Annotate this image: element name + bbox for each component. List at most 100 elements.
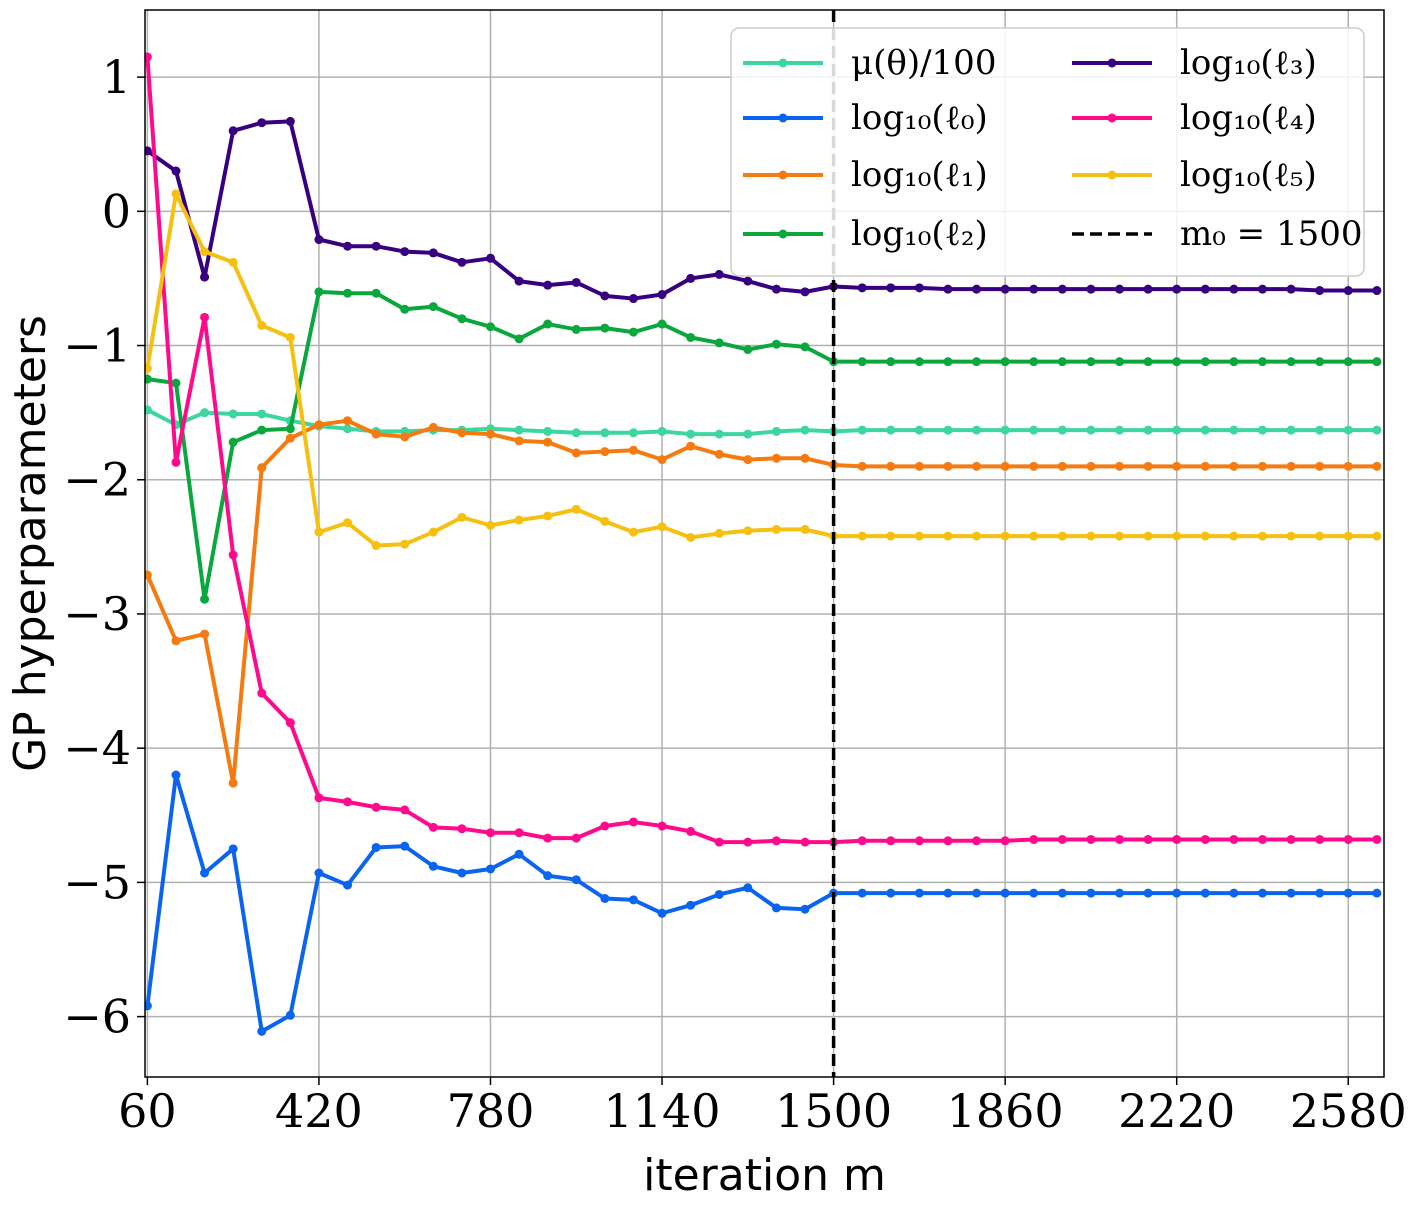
data-point <box>943 836 953 846</box>
data-point <box>171 166 181 176</box>
data-point <box>1172 461 1182 471</box>
y-tick-label: −4 <box>63 721 131 775</box>
data-point <box>771 524 781 534</box>
data-point <box>972 357 982 367</box>
data-point <box>285 116 295 126</box>
data-point <box>743 883 753 893</box>
data-point <box>886 425 896 435</box>
data-point <box>857 531 867 541</box>
data-point <box>886 888 896 898</box>
data-point <box>686 332 696 342</box>
data-point <box>943 425 953 435</box>
legend-item-2: log₁₀(ℓ₁) <box>743 155 988 195</box>
data-point <box>1315 531 1325 541</box>
data-point <box>771 453 781 463</box>
data-point <box>714 338 724 348</box>
data-point <box>1200 461 1210 471</box>
data-point <box>285 433 295 443</box>
data-point <box>943 531 953 541</box>
data-point <box>714 528 724 538</box>
data-point <box>343 880 353 890</box>
data-point <box>886 283 896 293</box>
data-point <box>145 374 152 384</box>
data-point <box>686 273 696 283</box>
data-point <box>285 424 295 434</box>
data-point <box>914 888 924 898</box>
data-point <box>1057 531 1067 541</box>
data-point <box>628 445 638 455</box>
data-point <box>571 875 581 885</box>
data-point <box>1000 425 1010 435</box>
data-point <box>943 284 953 294</box>
legend-label: log₁₀(ℓ₅) <box>1180 155 1317 195</box>
data-point <box>257 118 267 128</box>
data-point <box>571 277 581 287</box>
legend-marker <box>778 229 788 239</box>
data-point <box>1315 425 1325 435</box>
data-point <box>400 805 410 815</box>
plot-frame <box>144 9 1385 1078</box>
legend-label: log₁₀(ℓ₄) <box>1180 98 1317 138</box>
data-point <box>1372 357 1382 367</box>
x-tick-label: 1500 <box>775 1084 892 1138</box>
data-point <box>145 1001 152 1011</box>
data-point <box>743 837 753 847</box>
data-point <box>1143 425 1153 435</box>
data-point <box>1257 284 1267 294</box>
series-layer <box>145 52 1382 1036</box>
data-point <box>428 527 438 537</box>
data-point <box>514 849 524 859</box>
data-point <box>1315 357 1325 367</box>
series-3 <box>145 287 1382 604</box>
data-point <box>1372 531 1382 541</box>
data-point <box>771 339 781 349</box>
data-point <box>145 363 152 373</box>
data-point <box>1029 834 1039 844</box>
data-point <box>800 342 810 352</box>
data-point <box>771 426 781 436</box>
data-point <box>145 52 152 62</box>
y-tick-label: −6 <box>63 990 131 1044</box>
data-point <box>857 357 867 367</box>
data-point <box>886 461 896 471</box>
legend-marker <box>1107 58 1117 68</box>
data-point <box>343 797 353 807</box>
data-point <box>1143 531 1153 541</box>
data-point <box>228 778 238 788</box>
data-point <box>514 515 524 525</box>
data-point <box>628 428 638 438</box>
data-point <box>914 531 924 541</box>
data-point <box>314 793 324 803</box>
data-point <box>1029 461 1039 471</box>
data-point <box>514 276 524 286</box>
series-line <box>145 418 1377 786</box>
data-point <box>972 284 982 294</box>
data-point <box>1315 461 1325 471</box>
data-point <box>171 770 181 780</box>
data-point <box>428 822 438 832</box>
data-point <box>485 520 495 530</box>
data-point <box>743 345 753 355</box>
data-point <box>1086 461 1096 471</box>
data-point <box>200 312 210 322</box>
data-point <box>200 247 210 257</box>
legend-item-5: log₁₀(ℓ₄) <box>1072 98 1317 138</box>
data-point <box>1286 461 1296 471</box>
data-point <box>571 448 581 458</box>
data-point <box>714 837 724 847</box>
data-point <box>1372 888 1382 898</box>
data-point <box>1086 888 1096 898</box>
data-point <box>1115 284 1125 294</box>
data-point <box>1057 284 1067 294</box>
data-point <box>1286 834 1296 844</box>
x-tick-label: 2220 <box>1118 1084 1235 1138</box>
y-tick-label: 0 <box>102 184 131 238</box>
data-point <box>743 429 753 439</box>
data-point <box>228 126 238 136</box>
data-point <box>1343 834 1353 844</box>
data-point <box>1257 834 1267 844</box>
data-point <box>1115 357 1125 367</box>
data-point <box>514 436 524 446</box>
data-point <box>914 461 924 471</box>
